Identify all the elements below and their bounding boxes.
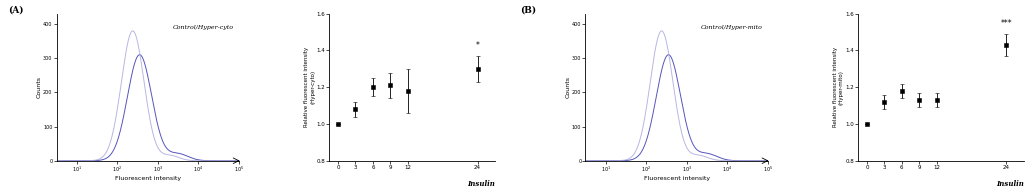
Y-axis label: Relative fluorescent intensity
(Hyper-mito): Relative fluorescent intensity (Hyper-mi…	[833, 47, 844, 127]
Text: Insulin: Insulin	[996, 180, 1024, 188]
X-axis label: Fluorescent intensity: Fluorescent intensity	[643, 176, 710, 181]
Text: Control/Hyper-cyto: Control/Hyper-cyto	[173, 25, 234, 31]
Text: ***: ***	[1000, 19, 1013, 28]
Y-axis label: Counts: Counts	[566, 76, 570, 98]
Text: Control/Hyper-mito: Control/Hyper-mito	[701, 25, 762, 31]
Text: (B): (B)	[520, 6, 536, 15]
Text: Insulin: Insulin	[467, 180, 495, 188]
Y-axis label: Counts: Counts	[37, 76, 41, 98]
Text: *: *	[475, 42, 480, 51]
Text: (A): (A)	[8, 6, 24, 15]
X-axis label: Fluorescent intensity: Fluorescent intensity	[114, 176, 181, 181]
Y-axis label: Relative fluorescent intensity
(Hyper-cyto): Relative fluorescent intensity (Hyper-cy…	[305, 47, 315, 127]
